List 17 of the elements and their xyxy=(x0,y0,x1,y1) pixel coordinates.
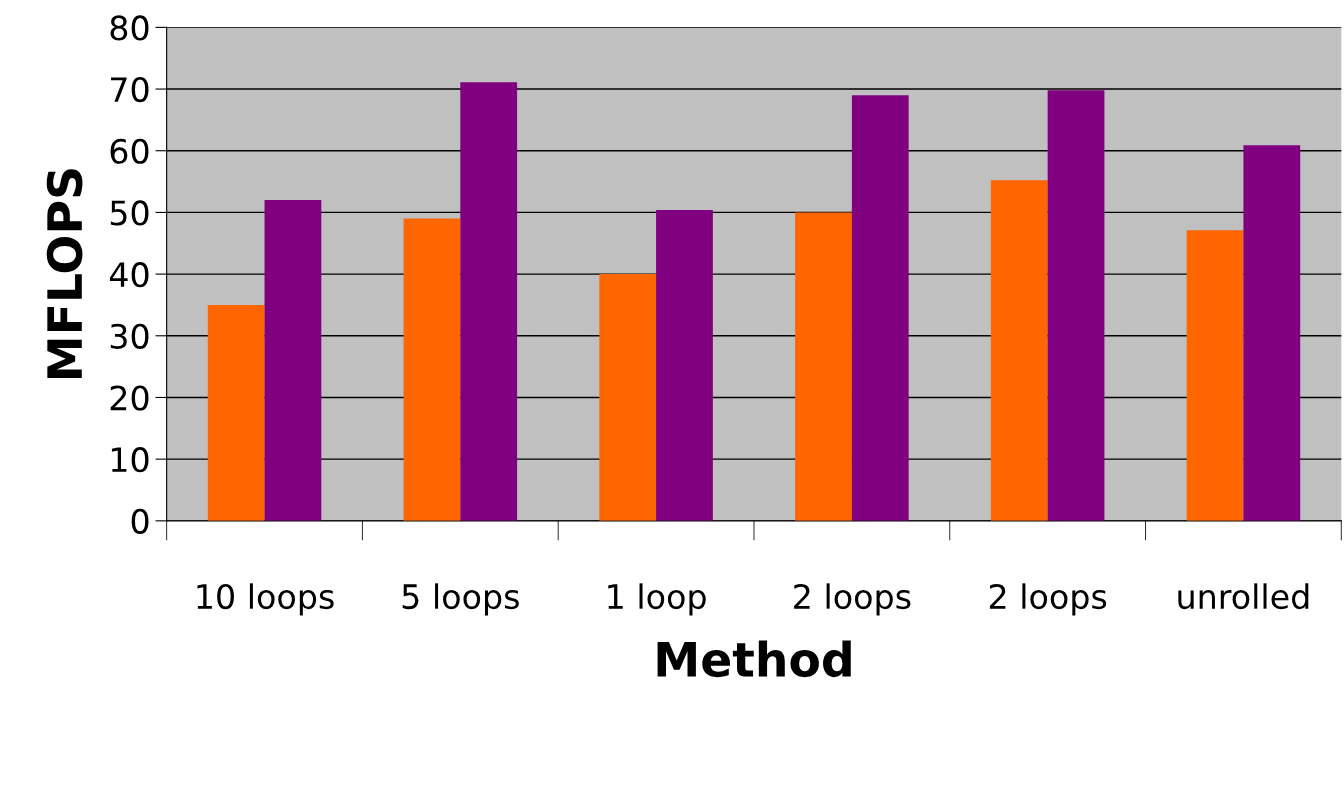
y-tick-label: 70 xyxy=(111,76,149,103)
x-tick-label: 10 loops xyxy=(197,583,334,616)
y-tick-label: 10 xyxy=(111,447,149,473)
y-tick-label: 80 xyxy=(110,15,149,41)
y-tick-label: 50 xyxy=(110,200,149,226)
y-tick-label: 0 xyxy=(131,508,149,534)
y-axis-title: MFLOPS xyxy=(46,169,83,378)
x-tick-label: 1 loop xyxy=(608,583,706,616)
x-tick-label: unrolled xyxy=(1178,583,1309,610)
y-tick-label: 40 xyxy=(109,262,149,288)
x-tick-label: 2 loops xyxy=(794,583,911,616)
x-tick-label: 5 loops xyxy=(402,583,519,616)
y-tick-label: 30 xyxy=(110,323,149,349)
x-tick-label: 2 loops xyxy=(989,583,1107,616)
y-tick-label: 60 xyxy=(110,138,149,164)
x-axis-title: Method xyxy=(657,640,851,678)
y-tick-label: 20 xyxy=(110,385,149,411)
